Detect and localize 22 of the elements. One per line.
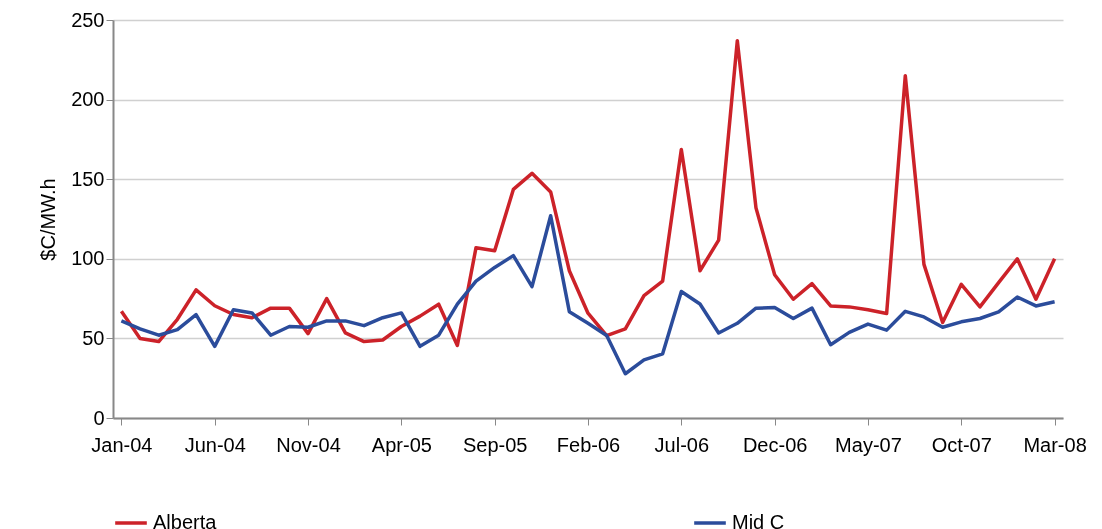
y-axis-title: $C/MW.h bbox=[37, 178, 60, 261]
legend-label: Mid C bbox=[732, 511, 785, 529]
y-tick-label: 100 bbox=[71, 247, 105, 270]
x-tick-label: Sep-05 bbox=[462, 433, 528, 456]
x-tick-label: May-07 bbox=[835, 433, 902, 456]
x-tick-label: Oct-07 bbox=[931, 433, 992, 456]
line-series bbox=[119, 38, 1057, 348]
y-tick-label: 0 bbox=[93, 406, 105, 429]
x-tick-label: Apr-05 bbox=[371, 433, 432, 456]
x-tick-label: Nov-04 bbox=[276, 433, 341, 456]
y-tick-label: 150 bbox=[71, 167, 105, 190]
y-tick-label: 250 bbox=[71, 8, 105, 31]
y-tick-label: 200 bbox=[71, 88, 105, 111]
x-tick-label: Mar-08 bbox=[1023, 433, 1087, 456]
line-series bbox=[119, 214, 1057, 376]
x-tick-label: Jul-06 bbox=[654, 433, 710, 456]
x-tick-label: Feb-06 bbox=[556, 433, 621, 456]
legend-label: Alberta bbox=[153, 511, 218, 529]
y-tick-label: 50 bbox=[82, 326, 105, 349]
x-tick-label: Jun-04 bbox=[184, 433, 246, 456]
x-tick-label: Dec-06 bbox=[742, 433, 808, 456]
x-tick-label: Jan-04 bbox=[91, 433, 153, 456]
